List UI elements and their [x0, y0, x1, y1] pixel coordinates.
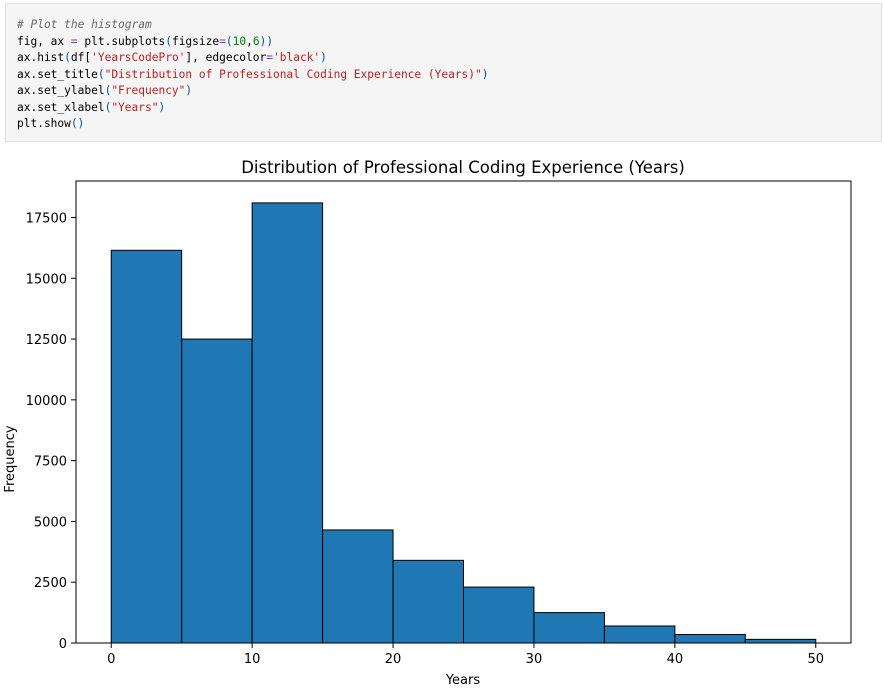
code-line: ax.set_xlabel("Years")	[17, 100, 881, 117]
code-token: )	[320, 51, 327, 64]
histogram-bar	[674, 633, 746, 644]
x-tick-label: 40	[667, 652, 684, 667]
histogram-bar	[110, 249, 183, 644]
histogram-bar	[533, 612, 605, 644]
code-token: (	[104, 84, 112, 97]
code-token: =	[219, 34, 226, 48]
code-token: ))	[259, 34, 274, 48]
histogram-chart: Distribution of Professional Coding Expe…	[3, 158, 852, 688]
code-token: ax.hist	[17, 51, 65, 64]
y-tick-label: 2500	[34, 576, 67, 591]
chart-title: Distribution of Professional Coding Expe…	[241, 158, 685, 177]
code-token: 6	[252, 34, 260, 48]
code-token: =	[266, 51, 273, 64]
code-editor[interactable]: # Plot the histogram fig, ax = plt.subplo…	[6, 4, 881, 133]
code-token: # Plot the histogram	[17, 18, 152, 31]
y-tick-label: 17500	[26, 211, 67, 226]
histogram-bar	[392, 559, 464, 644]
y-tick-label: 10000	[26, 394, 67, 409]
x-axis-label: Years	[445, 673, 481, 688]
code-line: ax.set_title("Distribution of Profession…	[17, 67, 881, 84]
x-tick-label: 20	[385, 652, 402, 667]
code-token: df[	[70, 51, 92, 64]
ticks-group: 0 10 20 30 40 50 0 2500 5000 7500 10000 12500 15000 1…	[26, 211, 824, 667]
code-token: )	[158, 100, 166, 114]
x-tick-label: 50	[807, 652, 824, 667]
code-line: fig, ax = plt.subplots(figsize=(10,6))	[17, 34, 881, 51]
y-axis-label: Frequency	[3, 425, 18, 492]
y-tick-label: 12500	[26, 333, 67, 348]
code-token: figsize	[171, 34, 220, 48]
y-tick-label: 15000	[26, 272, 67, 287]
code-token: 'black'	[273, 51, 321, 64]
x-tick-label: 10	[244, 652, 261, 667]
code-token: ], edgecolor	[185, 51, 267, 64]
code-token: fig, ax	[17, 34, 71, 48]
code-token: plt.show	[17, 117, 71, 130]
code-token: (	[64, 51, 71, 64]
y-tick-label: 5000	[34, 515, 67, 530]
histogram-bar	[251, 202, 324, 644]
code-line: # Plot the histogram	[17, 17, 881, 34]
x-tick-label: 30	[526, 652, 543, 667]
code-token: 'YearsCodePro'	[91, 51, 186, 64]
code-token: 10	[232, 34, 247, 48]
code-token: ax.set_ylabel	[17, 84, 105, 97]
code-token: =	[70, 34, 78, 48]
code-token: ax.set_title	[17, 67, 98, 81]
plot-frame	[75, 180, 852, 644]
histogram-bar	[603, 625, 676, 644]
code-line: ax.hist(df['YearsCodePro'], edgecolor='b…	[17, 50, 881, 67]
code-token: (	[165, 34, 172, 48]
code-token: "Frequency"	[111, 84, 186, 97]
bars-group	[110, 202, 817, 644]
code-token: ,	[246, 34, 253, 48]
histogram-bar	[322, 529, 394, 644]
histogram-bar	[744, 638, 817, 644]
code-token: )	[185, 84, 193, 97]
code-token: (	[225, 34, 233, 48]
histogram-bar	[181, 338, 253, 644]
code-cell[interactable]: # Plot the histogram fig, ax = plt.subplo…	[5, 3, 882, 142]
code-token: (	[104, 100, 112, 114]
code-token: "Distribution of Professional Coding Exp…	[104, 67, 482, 81]
code-line: plt.show()	[17, 116, 881, 133]
code-token: plt.subplots	[77, 34, 166, 48]
y-tick-label: 7500	[34, 455, 67, 470]
code-token: ()	[70, 117, 85, 130]
code-token: )	[481, 67, 489, 81]
code-token: (	[97, 67, 105, 81]
y-tick-label: 0	[59, 637, 67, 652]
x-tick-label: 0	[107, 652, 115, 667]
code-token: ax.set_xlabel	[17, 100, 105, 114]
histogram-bar	[463, 586, 535, 644]
code-line: ax.set_ylabel("Frequency")	[17, 83, 881, 100]
code-token: "Years"	[111, 100, 159, 114]
